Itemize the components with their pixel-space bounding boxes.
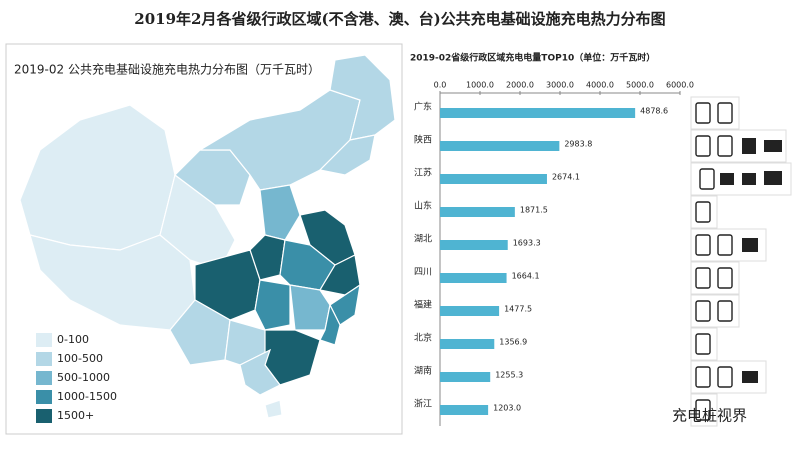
legend-label: 1500+ bbox=[57, 409, 94, 422]
value-label: 1356.9 bbox=[499, 338, 527, 347]
y-tick-label: 浙江 bbox=[414, 398, 432, 410]
value-label: 1871.5 bbox=[520, 206, 548, 215]
x-tick-label: 4000.0 bbox=[586, 81, 614, 90]
x-tick-label: 6000.0 bbox=[666, 81, 694, 90]
y-tick-label: 湖北 bbox=[414, 234, 432, 245]
value-label: 4878.6 bbox=[640, 107, 668, 116]
car-icon bbox=[720, 173, 734, 185]
bar bbox=[440, 273, 507, 283]
bus-icon bbox=[695, 333, 711, 355]
chart-title: 2019-02省级行政区域充电电量TOP10（单位：万千瓦时） bbox=[410, 52, 655, 64]
province bbox=[249, 234, 286, 281]
x-tick-label: 2000.0 bbox=[506, 81, 534, 90]
legend-swatch bbox=[36, 371, 52, 385]
map-title: 2019-02 公共充电基础设施充电热力分布图（万千瓦时） bbox=[14, 62, 320, 77]
vehicle-icons bbox=[690, 96, 792, 427]
x-tick-label: 0.0 bbox=[434, 81, 447, 90]
y-tick-label: 陕西 bbox=[414, 134, 432, 146]
province bbox=[259, 184, 301, 241]
province bbox=[264, 399, 283, 419]
icon-box bbox=[690, 393, 718, 427]
icon-box bbox=[690, 162, 792, 196]
value-label: 1203.0 bbox=[493, 404, 521, 413]
icon-box bbox=[690, 294, 740, 328]
y-tick-label: 山东 bbox=[414, 200, 432, 212]
bar bbox=[440, 405, 489, 415]
province bbox=[239, 348, 281, 396]
bus-icon bbox=[695, 300, 711, 322]
bus-icon bbox=[695, 234, 711, 256]
truck-icon bbox=[764, 171, 782, 185]
province bbox=[329, 54, 396, 141]
province bbox=[329, 283, 361, 326]
icon-box bbox=[690, 360, 767, 394]
y-tick-label: 江苏 bbox=[414, 167, 432, 179]
y-tick-label: 湖南 bbox=[414, 365, 432, 377]
legend-label: 100-500 bbox=[57, 352, 103, 365]
value-label: 1255.3 bbox=[495, 371, 523, 380]
x-tick-label: 5000.0 bbox=[626, 81, 654, 90]
bar bbox=[440, 306, 500, 316]
value-label: 1664.1 bbox=[512, 272, 540, 281]
truck-icon bbox=[764, 140, 782, 152]
icon-box bbox=[690, 96, 740, 130]
province bbox=[318, 134, 376, 176]
province bbox=[254, 279, 291, 331]
y-tick-label: 北京 bbox=[414, 332, 432, 344]
map bbox=[19, 54, 396, 419]
bus-icon bbox=[717, 366, 733, 388]
bus-icon bbox=[717, 300, 733, 322]
bar bbox=[440, 207, 515, 217]
legend-label: 0-100 bbox=[57, 333, 89, 346]
legend-swatch bbox=[36, 409, 52, 423]
bar bbox=[440, 339, 495, 349]
legend-label: 500-1000 bbox=[57, 371, 110, 384]
legend-swatch bbox=[36, 390, 52, 404]
bar bbox=[440, 240, 508, 250]
bus-icon bbox=[699, 168, 715, 190]
bar bbox=[440, 372, 491, 382]
y-tick-label: 四川 bbox=[414, 268, 432, 278]
bus-icon bbox=[695, 201, 711, 223]
car-icon bbox=[742, 371, 758, 383]
truck-icon bbox=[742, 138, 756, 154]
bus-icon bbox=[695, 102, 711, 124]
legend-label: 1000-1500 bbox=[57, 390, 117, 403]
bus-icon bbox=[695, 267, 711, 289]
legend-swatch bbox=[36, 333, 52, 347]
bar bbox=[440, 174, 547, 184]
y-tick-label: 福建 bbox=[414, 299, 432, 311]
bus-icon bbox=[717, 102, 733, 124]
watermark: 充电桩视界 bbox=[672, 407, 747, 425]
value-label: 1693.3 bbox=[513, 239, 541, 248]
x-tick-label: 3000.0 bbox=[546, 81, 574, 90]
bus-icon bbox=[695, 399, 711, 421]
y-tick-label: 广东 bbox=[414, 101, 432, 113]
icon-box bbox=[690, 195, 718, 229]
bar bbox=[440, 141, 560, 151]
bus-icon bbox=[717, 267, 733, 289]
bus-icon bbox=[695, 366, 711, 388]
truck-icon bbox=[742, 238, 758, 252]
icon-box bbox=[690, 228, 767, 262]
bus-icon bbox=[717, 135, 733, 157]
bus-icon bbox=[695, 135, 711, 157]
value-label: 2983.8 bbox=[564, 140, 592, 149]
car-icon bbox=[742, 173, 756, 185]
value-label: 1477.5 bbox=[504, 305, 532, 314]
icon-box bbox=[690, 129, 787, 163]
map-legend: 0-100 100-500 500-1000 1000-1500 1500+ bbox=[36, 333, 117, 423]
icon-box bbox=[690, 327, 718, 361]
bar bbox=[440, 108, 636, 118]
legend-swatch bbox=[36, 352, 52, 366]
value-label: 2674.1 bbox=[552, 173, 580, 182]
icon-box bbox=[690, 261, 740, 295]
page-title: 2019年2月各省级行政区域(不含港、澳、台)公共充电基础设施充电热力分布图 bbox=[134, 10, 665, 28]
province bbox=[319, 303, 341, 346]
x-tick-label: 1000.0 bbox=[466, 81, 494, 90]
bus-icon bbox=[717, 234, 733, 256]
